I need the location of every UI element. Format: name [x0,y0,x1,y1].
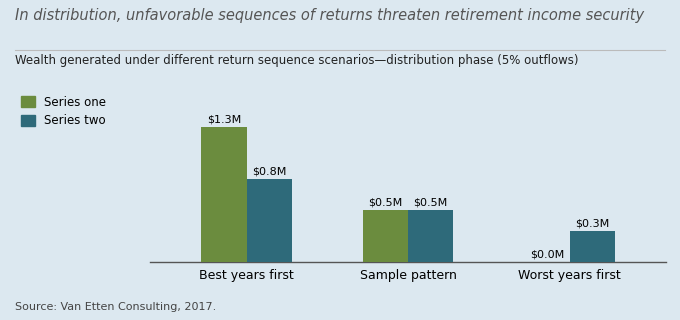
Bar [408,211,453,262]
Text: $0.8M: $0.8M [252,167,286,177]
Text: $1.3M: $1.3M [207,115,241,124]
Legend: Series one, Series two: Series one, Series two [21,95,107,127]
Text: $0.3M: $0.3M [575,219,609,228]
Text: Source: Van Etten Consulting, 2017.: Source: Van Etten Consulting, 2017. [15,302,216,312]
Text: $0.5M: $0.5M [413,198,447,208]
Bar [201,127,246,262]
Bar [363,211,408,262]
Text: In distribution, unfavorable sequences of returns threaten retirement income sec: In distribution, unfavorable sequences o… [15,8,644,23]
Text: Wealth generated under different return sequence scenarios—distribution phase (5: Wealth generated under different return … [15,54,579,68]
Text: $0.0M: $0.0M [530,250,564,260]
Bar [246,179,292,262]
Bar [570,231,615,262]
Text: $0.5M: $0.5M [369,198,403,208]
